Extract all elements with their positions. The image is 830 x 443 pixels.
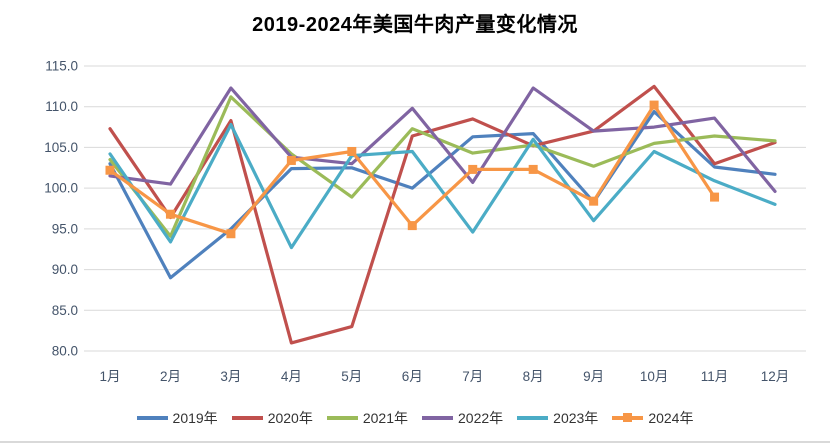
line-chart-canvas: 80.0 85.0 90.0 95.0 100.0 105.0 110.0 115.0 1月 2月… [44, 59, 806, 384]
legend-label: 2022年 [458, 410, 504, 426]
x-axis-label: 1月 [99, 369, 120, 384]
series-marker-2024年 [710, 192, 720, 202]
series-marker-2024年 [286, 155, 296, 165]
x-axis-label: 5月 [341, 369, 362, 384]
legend-line-swatch [422, 416, 453, 420]
series-line-2023年 [108, 122, 777, 250]
series-marker-2024年 [589, 196, 599, 206]
legend-item-2019年: 2019年 [136, 408, 218, 428]
series-line-2020年 [108, 84, 777, 345]
x-axis-label: 12月 [761, 369, 790, 384]
y-axis-label: 80.0 [52, 344, 78, 359]
series-marker-2024年 [468, 164, 478, 174]
legend-item-2020年: 2020年 [231, 408, 313, 428]
y-axis-label: 115.0 [45, 59, 78, 74]
x-axis-label: 2月 [160, 369, 181, 384]
legend-line-swatch [136, 416, 168, 420]
series-marker-2024年 [226, 229, 236, 239]
y-axis-label: 90.0 [52, 262, 78, 277]
legend-label: 2020年 [267, 410, 313, 426]
y-axis-label: 85.0 [52, 303, 78, 318]
legend-line-swatch [231, 416, 263, 420]
legend-label: 2023年 [553, 410, 599, 426]
x-axis-label: 3月 [220, 369, 241, 384]
chart-legend: 2019年 2020年 2021年 2022年 2023年 2024年 [0, 408, 830, 428]
chart-title: 2019-2024年美国牛肉产量变化情况 [252, 14, 578, 36]
legend-label: 2021年 [362, 410, 408, 426]
y-axis-label: 95.0 [52, 221, 78, 236]
x-axis-label: 4月 [281, 369, 302, 384]
series-marker-2024年 [347, 147, 357, 156]
x-axis-label: 11月 [701, 369, 729, 384]
legend-label: 2024年 [648, 410, 694, 426]
x-axis-label: 9月 [583, 369, 604, 384]
legend-item-2021年: 2021年 [326, 408, 408, 428]
x-axis-label: 10月 [640, 369, 669, 384]
legend-item-2022年: 2022年 [422, 408, 503, 428]
legend-square-marker [623, 413, 633, 422]
legend-item-2023年: 2023年 [517, 408, 598, 428]
y-axis-label: 105.0 [44, 140, 78, 155]
series-marker-2024年 [649, 100, 659, 110]
series-marker-2024年 [528, 164, 538, 174]
series-marker-2024年 [105, 165, 115, 175]
legend-line-swatch [612, 413, 644, 422]
legend-line-swatch [326, 416, 358, 420]
x-axis-label: 7月 [462, 369, 483, 384]
x-axis-label: 6月 [402, 369, 423, 384]
legend-label: 2019年 [172, 410, 218, 426]
series-line-2022年 [108, 86, 777, 193]
legend-line-swatch [517, 416, 549, 420]
series-marker-2024年 [165, 209, 175, 219]
y-axis-label: 100.0 [44, 181, 78, 196]
series-marker-2024年 [407, 221, 417, 231]
y-axis-label: 110.0 [45, 99, 78, 114]
x-axis-label: 8月 [523, 369, 544, 384]
series-line-2021年 [108, 95, 777, 238]
legend-item-2024年: 2024年 [612, 408, 693, 428]
